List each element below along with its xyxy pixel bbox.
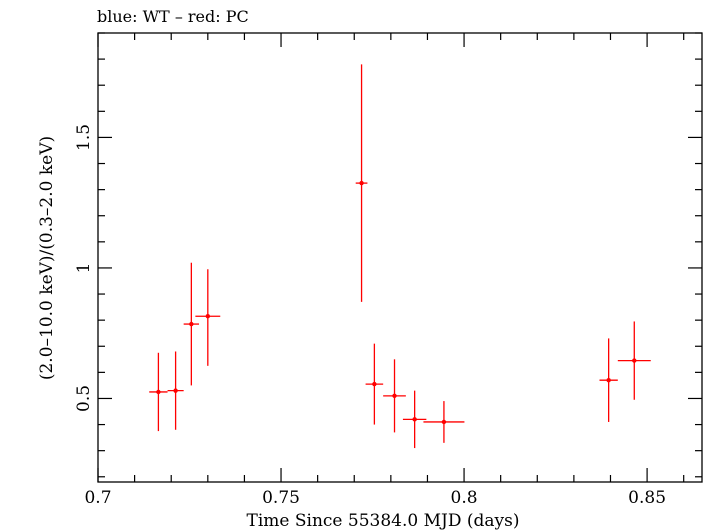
point-marker [441,419,447,425]
x-tick-label: 0.75 [262,488,300,508]
point-marker [173,388,178,393]
data-points [149,64,651,449]
x-axis-ticks: 0.7 0.75 0.8 0.85 [84,33,685,508]
point-marker [156,389,161,395]
x-axis-label: Time Since 55384.0 MJD (days) [247,511,520,531]
point-marker [372,381,377,387]
data-point [183,262,200,386]
point-marker [412,417,417,422]
point-marker [632,358,637,363]
point-marker [359,180,364,186]
chart-title: blue: WT – red: PC [97,7,249,26]
point-marker [392,393,397,399]
data-point [355,64,368,302]
data-point [617,321,651,400]
x-tick-label: 0.85 [628,488,666,508]
y-tick-label: 1.5 [74,124,94,151]
y-axis-label: (2.0–10.0 keV)/(0.3–2.0 keV) [37,136,57,380]
data-point [365,343,384,425]
data-point [149,352,168,432]
point-marker [606,377,611,383]
plot-frame [97,32,703,483]
y-axis-ticks: 0.5 1 1.5 [74,32,702,478]
data-point [167,351,184,430]
point-marker [205,314,211,319]
data-point [402,390,427,449]
data-point [195,269,221,366]
data-point [383,359,406,433]
x-tick-label: 0.8 [451,488,478,508]
x-tick-label: 0.7 [84,488,111,508]
y-tick-label: 0.5 [74,385,94,412]
data-point [599,338,618,422]
point-marker [189,321,194,327]
y-tick-label: 1 [74,263,94,274]
data-point [423,401,465,443]
